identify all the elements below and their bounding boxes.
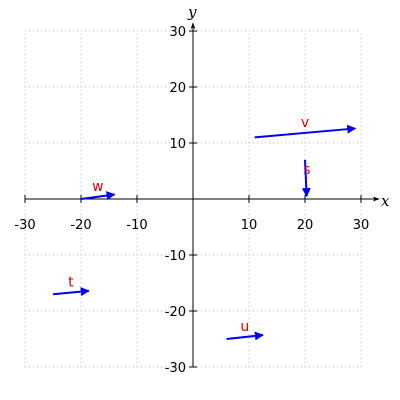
x-tick-label: -30 — [14, 218, 35, 233]
vector-u-label: u — [240, 319, 249, 335]
vector-w-arrow — [80, 191, 116, 201]
tick-labels: -30 -20 -10 10 20 30 -30 -20 -10 10 20 30 — [14, 25, 369, 376]
vector-t-label: t — [68, 275, 74, 291]
vector-t-arrow — [52, 287, 90, 297]
vector-w-label: w — [92, 179, 103, 195]
y-tick-label: -30 — [165, 361, 186, 376]
x-axis-label: x — [381, 192, 390, 210]
axes — [24, 22, 380, 368]
vectors: v s w t u — [52, 115, 357, 341]
vector-u-arrow — [226, 331, 264, 341]
x-tick-label: -10 — [126, 218, 147, 233]
vector-v-arrow — [254, 124, 357, 139]
y-axis-label: y — [187, 3, 197, 21]
vector-v-label: v — [301, 115, 309, 131]
x-tick-label: -20 — [70, 218, 91, 233]
x-tick-label: 30 — [353, 218, 370, 233]
vector-s-arrow — [301, 159, 311, 198]
x-tick-label: 20 — [297, 218, 314, 233]
y-tick-label: -10 — [165, 249, 186, 264]
y-tick-label: 30 — [169, 25, 186, 40]
y-tick-label: 20 — [169, 81, 186, 96]
y-tick-label: 10 — [169, 137, 186, 152]
y-tick-label: -20 — [165, 305, 186, 320]
x-tick-label: 10 — [241, 218, 258, 233]
vector-s-label: s — [303, 162, 310, 178]
